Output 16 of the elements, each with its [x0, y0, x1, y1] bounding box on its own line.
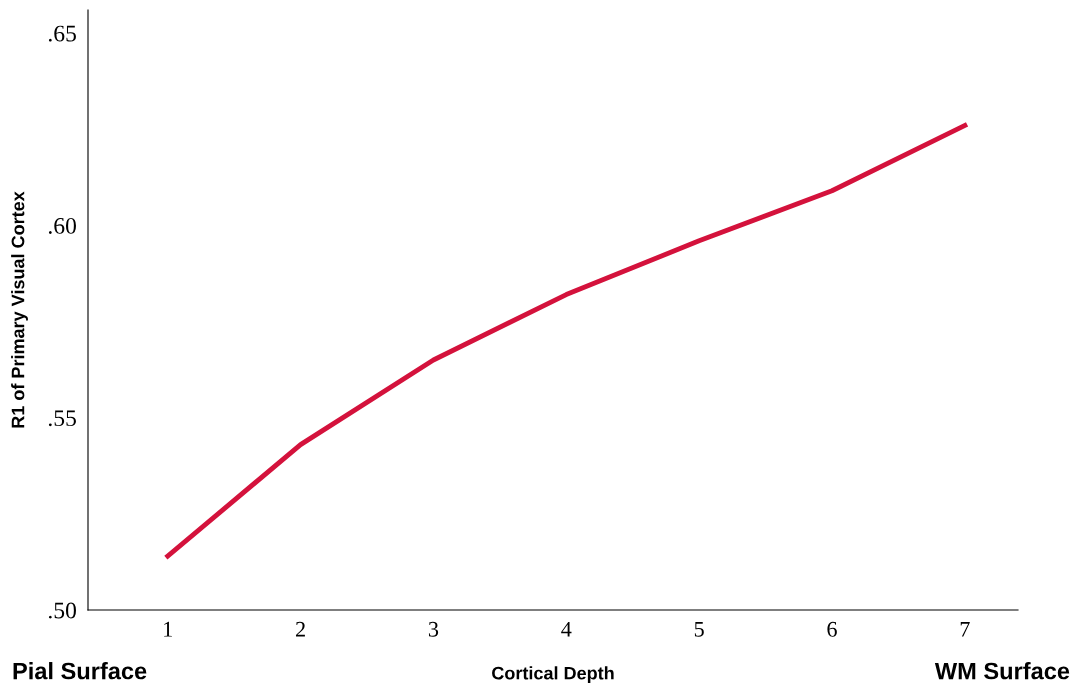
line-series [165, 122, 968, 559]
x-axis-title: Cortical Depth [492, 666, 614, 684]
x-tick-label: 6 [827, 621, 837, 637]
x-tick-label: 5 [694, 621, 704, 637]
y-tick-label: .65 [48, 25, 76, 42]
x-tick-label: 3 [428, 621, 439, 637]
text: WM Surface [934, 662, 1070, 680]
y-tick-label: .50 [48, 602, 76, 619]
x-tick-label: 2 [295, 621, 305, 637]
text: Pial Surface [13, 662, 147, 680]
y-tick-label: .60 [48, 217, 76, 234]
x-tick-label: 7 [960, 621, 970, 637]
y-tick-label: .55 [48, 410, 76, 427]
y-axis-title: R1 of Primary Visual Cortex [11, 191, 28, 428]
x-tick-label: 1 [164, 621, 172, 637]
x-tick-label: 4 [561, 621, 572, 637]
